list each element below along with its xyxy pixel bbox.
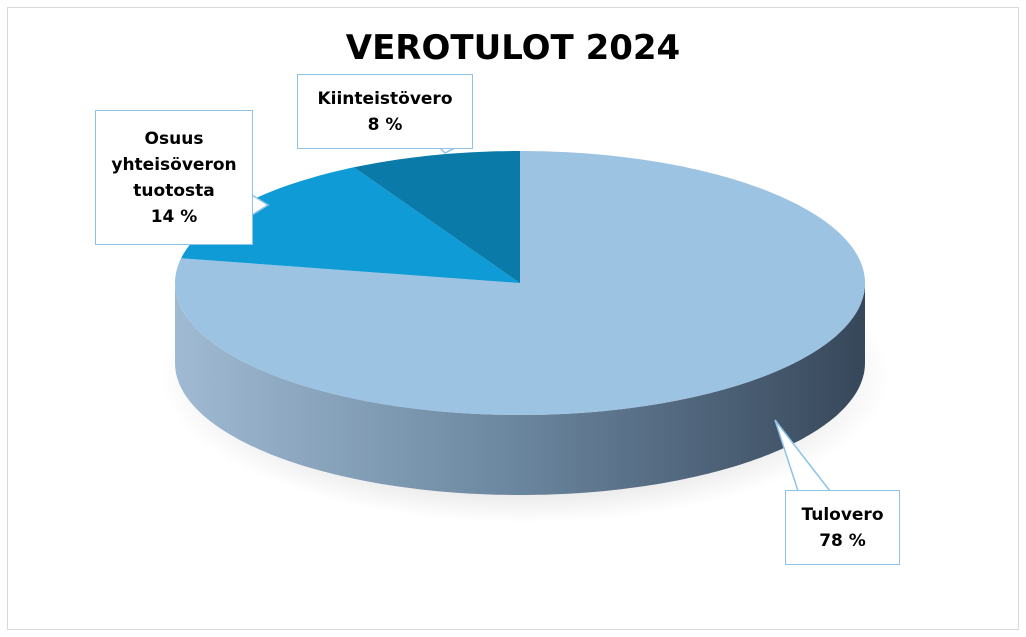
label-name: Tulovero (801, 504, 884, 525)
data-label: Osuus yhteisöveron tuotosta 14 % (95, 110, 253, 245)
label-value: 78 % (819, 530, 866, 551)
label-value: 8 % (367, 114, 403, 135)
data-label: Tulovero 78 % (785, 490, 900, 565)
pie-side (175, 283, 865, 495)
label-name: Kiinteistövero (317, 88, 453, 109)
data-label: Kiinteistövero 8 % (297, 74, 473, 149)
label-name: Osuus yhteisöveron tuotosta (111, 128, 237, 201)
chart-border (7, 7, 1019, 630)
label-value: 14 % (150, 206, 198, 227)
chart-title: VEROTULOT 2024 (345, 28, 681, 68)
pie (175, 151, 865, 495)
pie-slice (181, 167, 520, 283)
pie-slice (353, 151, 520, 283)
